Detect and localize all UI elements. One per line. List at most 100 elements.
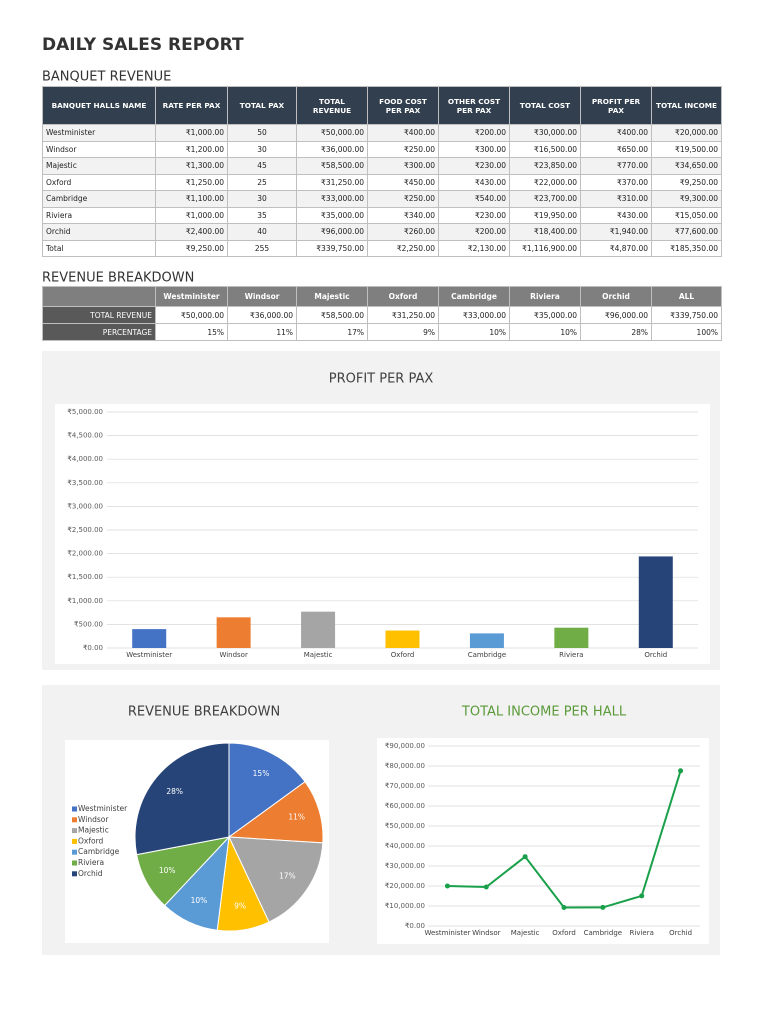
table-row: Riviera ₹1,000.00 35 ₹35,000.00 ₹340.00 ₹230.… <box>42 206 722 224</box>
table-cell: ₹15,050.00 <box>651 206 722 224</box>
table-cell: ₹9,250.00 <box>651 173 722 191</box>
data-label: 10% <box>191 896 208 905</box>
table-cell: ₹1,116,900.00 <box>509 239 581 257</box>
x-tick-label: Westminister <box>424 929 470 937</box>
table-cell: 35 <box>227 206 297 224</box>
table-cell: ₹35,000.00 <box>296 206 368 224</box>
table-cell: ₹22,000.00 <box>509 173 581 191</box>
plot-area <box>55 404 710 664</box>
x-tick-label: Majestic <box>511 929 540 937</box>
plot-area <box>377 738 709 944</box>
bar <box>638 556 673 648</box>
y-tick-label: ₹10,000.00 <box>385 902 425 910</box>
table-cell: ₹96,000.00 <box>580 306 652 324</box>
x-tick-label: Oxford <box>391 651 415 659</box>
pie-slice <box>228 836 324 923</box>
x-tick-label: Cambridge <box>584 929 622 937</box>
header-cell: TOTAL COST <box>509 86 581 125</box>
table-cell: 25 <box>227 173 297 191</box>
bar <box>469 633 504 648</box>
table-cell: ₹33,000.00 <box>438 306 510 324</box>
report-title: DAILY SALES REPORT <box>42 35 244 55</box>
data-label: 9% <box>234 902 246 911</box>
table-cell: 40 <box>227 223 297 241</box>
point <box>444 883 450 889</box>
table-row: Majestic ₹1,300.00 45 ₹58,500.00 ₹300.00 ₹230… <box>42 157 722 175</box>
header-row: Westminister Windsor Majestic Oxford Cambrid… <box>42 286 722 307</box>
legend-label: Riviera <box>78 858 104 867</box>
x-tick-label: Windsor <box>472 929 501 937</box>
header-cell: Oxford <box>367 286 439 307</box>
table-cell: 11% <box>227 323 297 341</box>
table-cell: ₹430.00 <box>580 206 652 224</box>
table-cell: ₹30,000.00 <box>509 124 581 142</box>
table-cell: ₹36,000.00 <box>296 140 368 158</box>
table-cell: ₹200.00 <box>438 124 510 142</box>
banquet-table: BANQUET HALLS NAME RATE PER PAX TOTAL PAX T… <box>42 86 722 257</box>
table-cell: ₹19,500.00 <box>651 140 722 158</box>
table-cell: 15% <box>155 323 228 341</box>
header-cell: Orchid <box>580 286 652 307</box>
header-row: BANQUET HALLS NAME RATE PER PAX TOTAL PAX T… <box>42 86 722 125</box>
table-cell: ₹430.00 <box>438 173 510 191</box>
x-tick-label: Windsor <box>219 651 248 659</box>
table-cell: 28% <box>580 323 652 341</box>
y-tick-label: ₹4,500.00 <box>67 432 103 440</box>
table-row: Orchid ₹2,400.00 40 ₹96,000.00 ₹260.00 ₹200.0… <box>42 223 722 241</box>
table-cell: 100% <box>651 323 722 341</box>
point <box>561 905 567 910</box>
table-cell: ₹230.00 <box>438 206 510 224</box>
table-cell: ₹339,750.00 <box>651 306 722 324</box>
table-cell: ₹2,250.00 <box>367 239 439 257</box>
section-title: REVENUE BREAKDOWN <box>42 271 194 286</box>
chart-title: REVENUE BREAKDOWN <box>128 705 280 720</box>
table-cell: Total <box>42 239 156 257</box>
table-cell: ₹77,600.00 <box>651 223 722 241</box>
y-tick-label: ₹20,000.00 <box>385 882 425 890</box>
legend-swatch <box>72 871 77 877</box>
table-cell: 10% <box>509 323 581 341</box>
table-cell: ₹16,500.00 <box>509 140 581 158</box>
data-label: 15% <box>253 769 270 778</box>
table-cell: ₹1,100.00 <box>155 190 228 208</box>
table-cell: ₹1,940.00 <box>580 223 652 241</box>
legend-swatch <box>72 849 77 855</box>
y-tick-label: ₹30,000.00 <box>385 862 425 870</box>
table-cell: 255 <box>227 239 297 257</box>
section-title: BANQUET REVENUE <box>42 70 171 85</box>
table-cell: ₹58,500.00 <box>296 157 368 175</box>
x-tick-label: Riviera <box>630 929 654 937</box>
header-cell: FOOD COST PER PAX <box>367 86 439 125</box>
table-cell: 10% <box>438 323 510 341</box>
y-tick-label: ₹80,000.00 <box>385 762 425 770</box>
y-tick-label: ₹0.00 <box>405 922 425 930</box>
header-cell: Westminister <box>155 286 228 307</box>
bar <box>301 611 336 648</box>
table-cell: ₹230.00 <box>438 157 510 175</box>
bar <box>132 629 167 648</box>
table-cell: Orchid <box>42 223 156 241</box>
table-cell: ₹58,500.00 <box>296 306 368 324</box>
table-cell: Riviera <box>42 206 156 224</box>
table-cell: Majestic <box>42 157 156 175</box>
header-cell: BANQUET HALLS NAME <box>42 86 156 125</box>
header-cell: TOTAL INCOME <box>651 86 722 125</box>
header-cell: Majestic <box>296 286 368 307</box>
table-cell: ₹370.00 <box>580 173 652 191</box>
y-tick-label: ₹50,000.00 <box>385 822 425 830</box>
table-cell: Westminister <box>42 124 156 142</box>
y-tick-label: ₹2,500.00 <box>67 526 103 534</box>
table-cell: ₹250.00 <box>367 190 439 208</box>
table-row: PERCENTAGE 15% 11% 17% 9% 10% 10% 28% 100% <box>42 323 722 341</box>
header-cell: Cambridge <box>438 286 510 307</box>
pie-slice <box>227 781 324 844</box>
y-tick-label: ₹4,000.00 <box>67 455 103 463</box>
table-cell: ₹20,000.00 <box>651 124 722 142</box>
y-tick-label: ₹0.00 <box>83 644 103 652</box>
table-row: TOTAL REVENUE ₹50,000.00 ₹36,000.00 ₹58,500… <box>42 306 722 324</box>
table-cell: ₹31,250.00 <box>367 306 439 324</box>
breakdown-table: Westminister Windsor Majestic Oxford Cambrid… <box>42 286 722 341</box>
y-tick-label: ₹40,000.00 <box>385 842 425 850</box>
